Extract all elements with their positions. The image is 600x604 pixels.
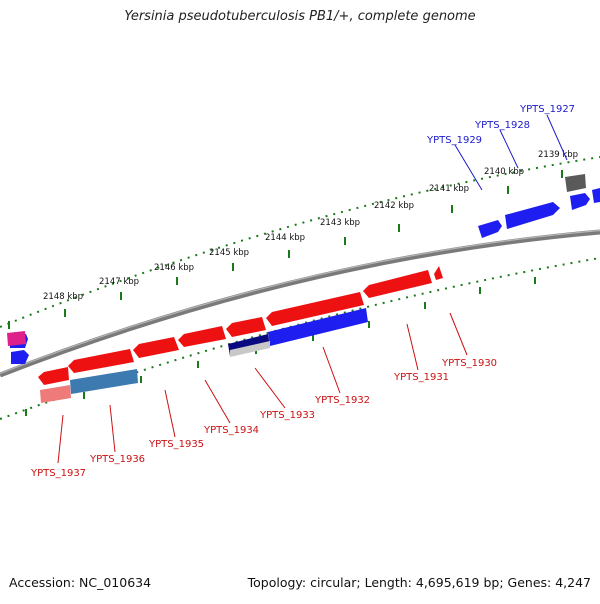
gene-label-ypts-1935: YPTS_1935 (148, 439, 204, 450)
gene-label-ypts-1930: YPTS_1930 (441, 358, 497, 369)
gene-arrow-reverse[interactable] (133, 337, 179, 358)
scale-label: 2147 kbp (99, 277, 139, 287)
scale-label: 2141 kbp (429, 184, 469, 194)
gene-leader-line (406, 323, 419, 371)
reverse-gene-labels: YPTS_1937 YPTS_1936 YPTS_1935 YPTS_1934 … (30, 312, 497, 479)
inner-major-ticks (25, 277, 536, 416)
gene-arrow-grey[interactable] (565, 174, 586, 192)
genome-info-text: Topology: circular; Length: 4,695,619 bp… (247, 575, 591, 590)
gene-label-ypts-1928: YPTS_1928 (474, 120, 530, 131)
gene-arrow-forward[interactable] (592, 188, 600, 203)
forward-genes (7, 174, 600, 364)
gene-leader-line (449, 312, 468, 356)
gene-arrow-reverse[interactable] (266, 292, 364, 326)
scale-label: 2140 kbp (484, 167, 524, 177)
scale-label: 2148 kbp (43, 292, 83, 302)
scale-labels: 2148 kbp 2147 kbp 2146 kbp 2145 kbp 2144… (43, 150, 578, 302)
scale-label: 2144 kbp (265, 233, 305, 243)
accession-text: Accession: NC_010634 (9, 575, 152, 590)
gene-label-ypts-1929: YPTS_1929 (426, 135, 482, 146)
gene-arrow-reverse[interactable] (38, 367, 69, 385)
gene-label-ypts-1936: YPTS_1936 (89, 454, 145, 465)
gene-arrow-inner[interactable] (230, 341, 270, 357)
gene-leader-line (204, 379, 231, 424)
gene-arrow-reverse[interactable] (434, 266, 443, 280)
gene-arrow-reverse[interactable] (68, 349, 134, 373)
scale-label: 2145 kbp (209, 248, 249, 258)
genome-backbone (0, 229, 600, 378)
gene-label-ypts-1927: YPTS_1927 (519, 104, 575, 115)
gene-label-ypts-1931: YPTS_1931 (393, 372, 449, 383)
scale-label: 2139 kbp (538, 150, 578, 160)
inner-genes (40, 308, 368, 403)
gene-leader-line (164, 389, 176, 438)
gene-arrow-reverse[interactable] (363, 270, 432, 298)
reverse-genes (38, 266, 443, 385)
gene-arrow-forward[interactable] (505, 202, 560, 229)
gene-leader-line (254, 367, 286, 409)
gene-label-ypts-1934: YPTS_1934 (203, 425, 259, 436)
gene-leader-line (499, 129, 519, 169)
gene-leader-line (322, 346, 341, 394)
gene-arrow-pink[interactable] (7, 331, 26, 346)
gene-arrow-inner[interactable] (70, 369, 138, 394)
gene-arrow-inner[interactable] (268, 308, 368, 346)
genome-backbone-highlight (0, 229, 600, 375)
gene-arrow-inner[interactable] (40, 385, 71, 403)
gene-arrow-forward[interactable] (11, 350, 29, 364)
scale-label: 2143 kbp (320, 218, 360, 228)
gene-label-ypts-1933: YPTS_1933 (259, 410, 315, 421)
gene-leader-line (109, 404, 116, 453)
gene-leader-line (546, 114, 568, 161)
forward-gene-labels: YPTS_1929 YPTS_1928 YPTS_1927 (426, 104, 575, 191)
genome-title: Yersinia pseudotuberculosis PB1/+, compl… (124, 9, 476, 24)
gene-leader-line (454, 144, 483, 191)
gene-arrow-forward[interactable] (570, 193, 590, 210)
gene-label-ypts-1932: YPTS_1932 (314, 395, 370, 406)
gene-arrow-reverse[interactable] (178, 326, 226, 347)
scale-label: 2146 kbp (154, 263, 194, 273)
gene-label-ypts-1937: YPTS_1937 (30, 468, 86, 479)
gene-leader-line (57, 414, 64, 464)
gene-arrow-reverse[interactable] (226, 317, 266, 337)
outer-major-ticks (8, 170, 563, 329)
scale-label: 2142 kbp (374, 201, 414, 211)
gene-arrow-forward[interactable] (478, 220, 502, 238)
